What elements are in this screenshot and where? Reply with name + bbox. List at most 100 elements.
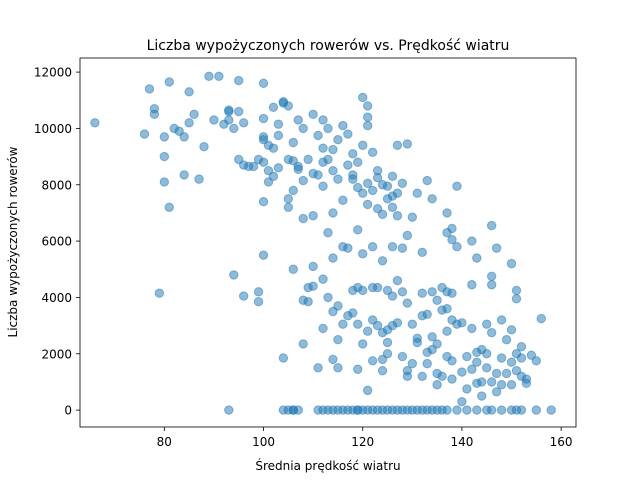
data-point <box>323 292 333 303</box>
data-point <box>273 119 284 129</box>
data-point <box>392 275 403 286</box>
data-point <box>258 78 269 89</box>
data-point <box>353 225 363 235</box>
data-points <box>90 71 556 415</box>
data-point <box>447 356 457 366</box>
data-point <box>491 387 502 397</box>
data-point <box>486 327 497 338</box>
data-point <box>194 174 204 184</box>
data-point <box>308 109 318 120</box>
data-point <box>402 298 413 308</box>
data-point <box>348 308 358 318</box>
data-point <box>328 208 338 218</box>
data-point <box>501 334 512 345</box>
data-point <box>506 325 517 335</box>
y-tick-label: 2000 <box>41 347 72 361</box>
data-point <box>273 163 284 173</box>
data-point <box>209 115 219 125</box>
data-point <box>308 211 318 221</box>
data-point <box>496 353 507 363</box>
data-point <box>397 287 408 297</box>
data-point <box>358 188 368 198</box>
data-point <box>358 249 368 259</box>
data-point <box>516 405 527 415</box>
data-point <box>417 371 427 381</box>
data-point <box>432 339 442 349</box>
data-point <box>506 258 517 269</box>
y-tick-label: 0 <box>64 404 72 418</box>
data-point <box>506 380 517 390</box>
y-tick-label: 4000 <box>41 291 72 305</box>
data-point <box>288 137 298 148</box>
data-point <box>531 356 542 366</box>
data-point <box>293 164 303 174</box>
data-point <box>536 313 546 324</box>
data-point <box>467 236 477 246</box>
data-point <box>407 319 418 329</box>
data-point <box>333 334 343 345</box>
data-point <box>397 351 408 362</box>
data-point <box>457 318 467 328</box>
data-point <box>412 188 422 198</box>
data-point <box>407 358 418 369</box>
y-tick-label: 10000 <box>34 122 72 136</box>
data-point <box>293 115 303 125</box>
data-point <box>353 157 363 167</box>
data-point <box>353 364 363 374</box>
data-point <box>437 371 447 381</box>
data-point <box>427 194 437 204</box>
data-point <box>472 253 482 263</box>
data-point <box>417 247 427 258</box>
data-point <box>392 211 403 221</box>
data-point <box>298 123 308 134</box>
data-point <box>273 130 284 141</box>
data-point <box>308 261 318 272</box>
data-point <box>442 303 452 314</box>
data-point <box>452 242 462 252</box>
data-point <box>462 405 472 415</box>
data-point <box>372 173 383 183</box>
data-point <box>318 274 328 284</box>
x-tick-label: 120 <box>351 435 374 449</box>
data-point <box>229 270 239 280</box>
x-axis-label: Średnia prędkość wiatru <box>255 458 400 473</box>
data-point <box>397 243 408 253</box>
data-point <box>338 120 348 131</box>
data-point <box>412 337 422 348</box>
data-point <box>397 178 408 189</box>
data-point <box>367 185 378 196</box>
data-point <box>358 339 368 349</box>
data-point <box>159 151 170 162</box>
data-point <box>293 405 303 415</box>
data-point <box>362 101 373 111</box>
data-point <box>328 144 338 155</box>
data-point <box>486 377 497 387</box>
data-point <box>164 202 174 212</box>
data-point <box>422 309 432 320</box>
data-point <box>343 129 353 139</box>
data-point <box>427 287 437 297</box>
data-point <box>323 123 333 134</box>
data-point <box>486 271 497 281</box>
data-point <box>318 181 328 191</box>
data-point <box>506 357 517 367</box>
data-point <box>516 342 527 352</box>
data-point <box>288 264 298 274</box>
y-axis-label: Liczba wypożyczonych rowerów <box>6 146 20 337</box>
data-point <box>258 250 269 260</box>
data-point <box>204 71 214 82</box>
data-point <box>358 92 368 103</box>
data-point <box>447 234 457 245</box>
x-tick-label: 160 <box>550 435 573 449</box>
data-point <box>382 181 393 191</box>
y-axis-ticks: 0 2000 4000 6000 8000 10000 12000 <box>34 66 80 418</box>
data-point <box>358 285 368 296</box>
data-point <box>358 140 368 151</box>
data-point <box>229 123 239 134</box>
data-point <box>283 202 294 212</box>
data-point <box>303 154 313 165</box>
data-point <box>258 157 269 167</box>
data-point <box>372 282 383 293</box>
